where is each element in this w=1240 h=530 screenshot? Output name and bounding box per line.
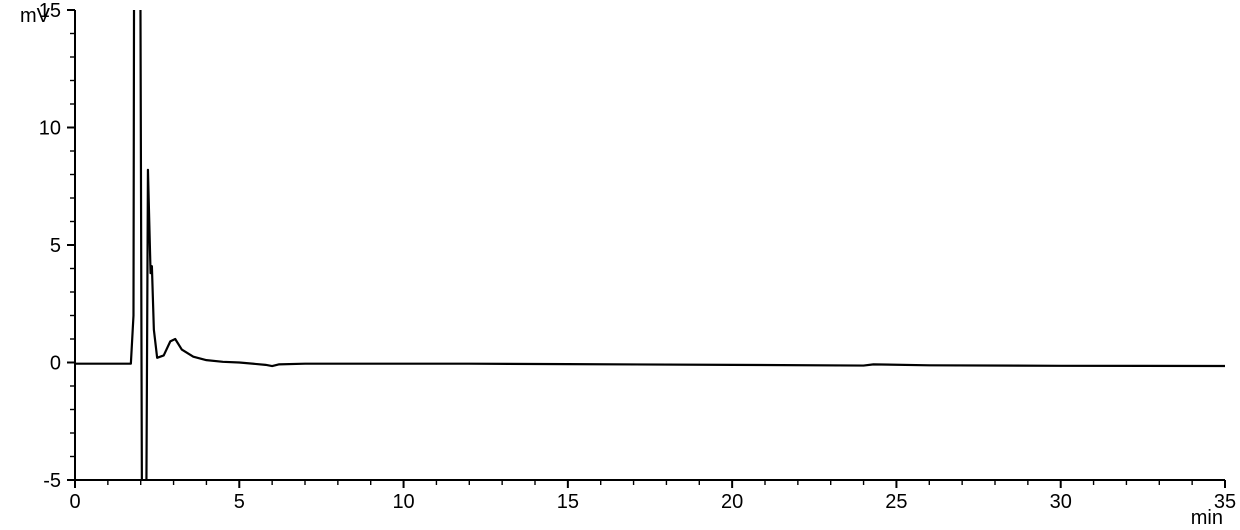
y-tick-label: -5 <box>43 470 61 492</box>
x-tick-label: 25 <box>885 491 907 513</box>
x-tick-label: 20 <box>721 491 743 513</box>
x-tick-label: 0 <box>69 491 80 513</box>
y-tick-label: 10 <box>39 118 61 140</box>
x-tick-label: 30 <box>1050 491 1072 513</box>
chromatogram-chart: mV min -505101505101520253035mVmin <box>0 0 1240 530</box>
y-tick-label: 5 <box>50 235 61 257</box>
chart-svg: -505101505101520253035mVmin <box>0 0 1240 530</box>
x-tick-label: 10 <box>392 491 414 513</box>
x-tick-label: 15 <box>557 491 579 513</box>
chromatogram-trace <box>75 0 1225 530</box>
x-axis-label: min <box>1191 507 1223 529</box>
x-tick-label: 5 <box>234 491 245 513</box>
y-axis-label: mV <box>20 5 51 27</box>
y-tick-label: 0 <box>50 353 61 375</box>
